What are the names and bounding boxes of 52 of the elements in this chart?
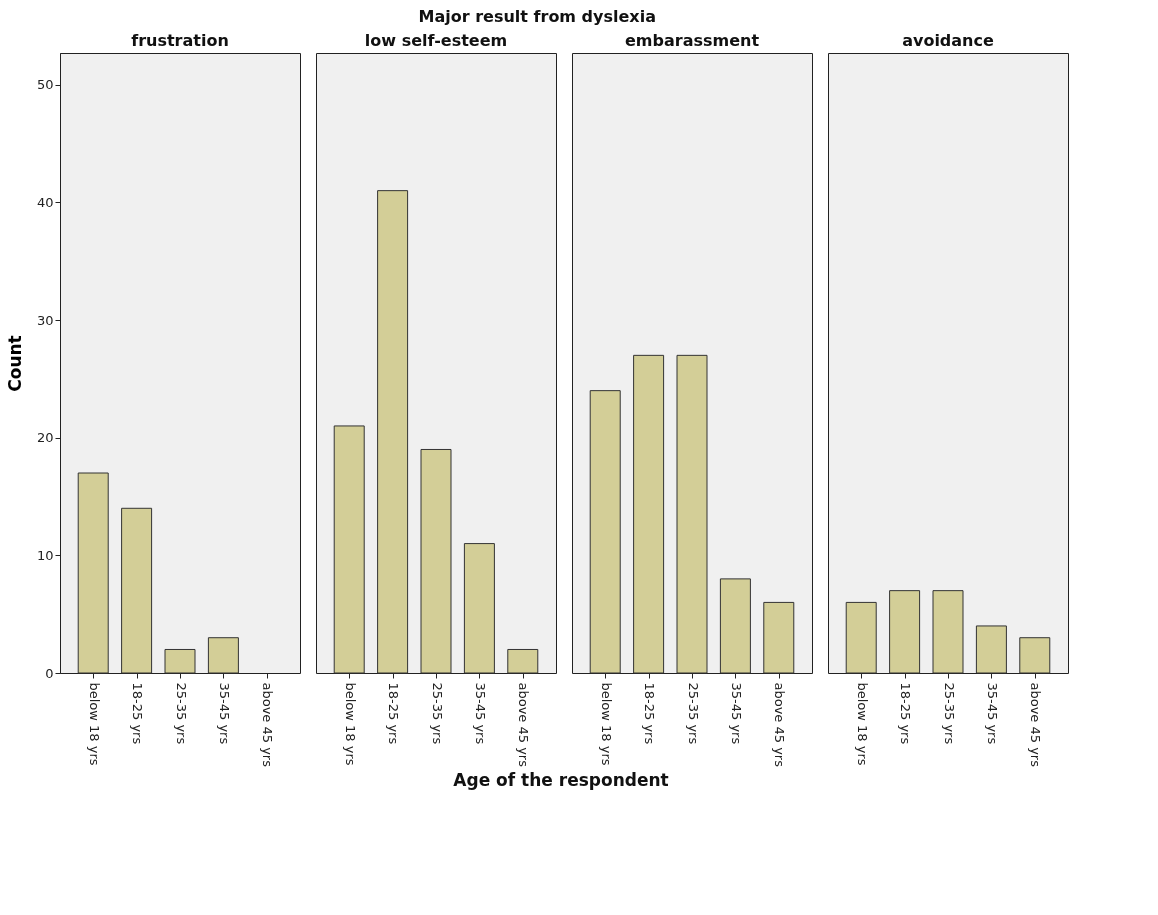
chart-title: embarassment: [624, 31, 760, 50]
bar: [889, 590, 921, 674]
chart-title: frustration: [131, 31, 229, 50]
x-tick-label: 35-45 yrs: [216, 682, 232, 745]
x-tick-label: 18-25 yrs: [898, 682, 914, 745]
y-tick-label: 40: [36, 194, 54, 210]
text: Major result from dyslexia: [418, 6, 656, 26]
y-tick-label: 0: [45, 665, 54, 681]
bar: [333, 425, 365, 674]
bar: [932, 590, 964, 674]
x-tick-label: 18-25 yrs: [642, 682, 658, 745]
x-tick-label: below 18 yrs: [86, 682, 102, 766]
x-tick-label: below 18 yrs: [598, 682, 614, 766]
y-tick-label: 10: [36, 547, 54, 563]
bar: [420, 448, 452, 674]
chart-title: low self-esteem: [364, 31, 508, 50]
bar: [164, 648, 196, 674]
x-tick-label: 35-45 yrs: [984, 682, 1000, 745]
y-tick-label: 20: [36, 430, 54, 446]
bar: [463, 543, 495, 674]
bar: [719, 578, 751, 674]
x-tick-label: 18-25 yrs: [130, 682, 146, 745]
bar: [975, 625, 1007, 674]
x-tick-label: below 18 yrs: [342, 682, 358, 766]
bar: [589, 390, 621, 674]
bar: [676, 354, 708, 674]
bar: [1019, 637, 1051, 674]
x-tick-label: above 45 yrs: [772, 682, 788, 768]
x-tick-label: above 45 yrs: [516, 682, 532, 768]
x-tick-label: 25-35 yrs: [685, 682, 701, 745]
x-tick-label: above 45 yrs: [1028, 682, 1044, 768]
bar: [207, 637, 239, 674]
bar: [77, 472, 109, 674]
y-tick-label: 30: [36, 312, 54, 328]
bar: [845, 601, 877, 674]
y-axis-title: Count: [4, 335, 25, 392]
bar: [507, 648, 539, 674]
bar: [763, 601, 795, 674]
x-tick-label: below 18 yrs: [854, 682, 870, 766]
x-tick-label: above 45 yrs: [260, 682, 276, 768]
x-tick-label: 35-45 yrs: [728, 682, 744, 745]
bar: [377, 190, 409, 674]
x-tick-label: 18-25 yrs: [386, 682, 402, 745]
y-tick-label: 50: [36, 77, 54, 93]
x-tick-label: 25-35 yrs: [941, 682, 957, 745]
bar: [121, 507, 153, 674]
x-tick-label: 25-35 yrs: [173, 682, 189, 745]
text: Age of the respondent: [453, 770, 669, 790]
chart-title: avoidance: [902, 31, 994, 50]
x-tick-label: 35-45 yrs: [472, 682, 488, 745]
bar: [633, 354, 665, 674]
x-tick-label: 25-35 yrs: [429, 682, 445, 745]
